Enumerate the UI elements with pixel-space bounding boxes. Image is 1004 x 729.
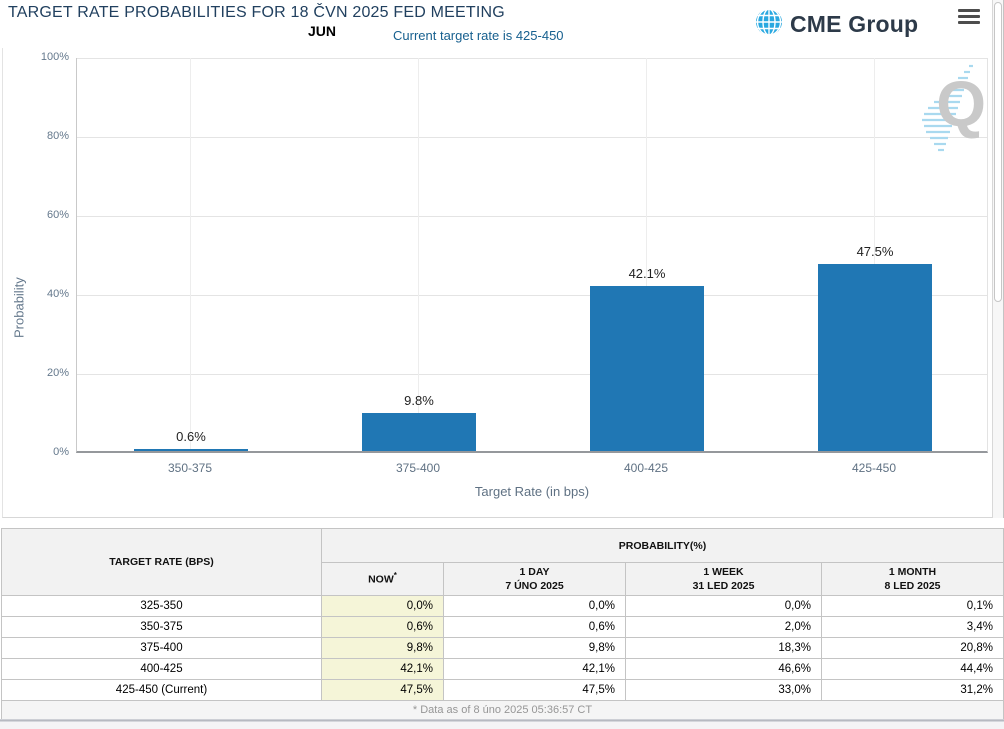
bar-group-350-375: 0.6% xyxy=(77,58,305,451)
bar-value-label: 42.1% xyxy=(628,265,666,281)
hamburger-menu-icon[interactable] xyxy=(958,9,980,27)
table-footnote-row: * Data as of 8 úno 2025 05:36:57 CT xyxy=(1,700,1004,720)
page-bottom-area xyxy=(0,722,1004,729)
bar-400-425 xyxy=(590,285,704,451)
y-tick-20: 20% xyxy=(46,367,69,379)
bottom-divider xyxy=(0,719,1004,722)
x-tick-350-375: 350-375 xyxy=(167,461,213,475)
col-header-now: NOW* xyxy=(321,562,444,596)
month-cell: 44,4% xyxy=(821,658,1004,680)
x-tick-375-400: 375-400 xyxy=(395,461,441,475)
bar-group-425-450: 47.5% xyxy=(761,58,989,451)
current-target-rate-subtitle: Current target rate is 425-450 xyxy=(393,28,564,43)
x-axis-label: Target Rate (in bps) xyxy=(474,484,590,499)
bar-425-450 xyxy=(818,264,932,451)
table-row: 400-425 42,1% 42,1% 46,6% 44,4% xyxy=(1,658,1004,680)
chart-plot-area: 0.6% 9.8% 42.1% 47.5% xyxy=(76,58,988,453)
month-cell: 31,2% xyxy=(821,679,1004,701)
globe-icon xyxy=(755,8,783,41)
bar-value-label: 47.5% xyxy=(856,244,894,260)
quikstrike-q-watermark-icon: Q xyxy=(922,64,986,152)
y-tick-80: 80% xyxy=(46,130,69,142)
now-cell: 0,6% xyxy=(321,616,444,638)
col-header-1-month: 1 MONTH 8 LED 2025 xyxy=(821,562,1004,596)
col-header-probability-group: PROBABILITY(%) xyxy=(321,528,1004,563)
month-cell: 20,8% xyxy=(821,637,1004,659)
data-asof-footnote: * Data as of 8 úno 2025 05:36:57 CT xyxy=(1,700,1004,720)
table-row: 325-350 0,0% 0,0% 0,0% 0,1% xyxy=(1,595,1004,617)
bar-350-375 xyxy=(134,448,248,451)
x-tick-400-425: 400-425 xyxy=(623,461,669,475)
month-cell: 3,4% xyxy=(821,616,1004,638)
logo-text: CME Group xyxy=(790,11,919,37)
now-cell: 9,8% xyxy=(321,637,444,659)
rate-cell: 375-400 xyxy=(1,637,322,659)
bar-group-375-400: 9.8% xyxy=(305,58,533,451)
y-tick-100: 100% xyxy=(40,51,69,63)
month-cell: 0,1% xyxy=(821,595,1004,617)
week-cell: 2,0% xyxy=(625,616,822,638)
x-tick-425-450: 425-450 xyxy=(851,461,897,475)
day-cell: 9,8% xyxy=(443,637,626,659)
day-cell: 0,6% xyxy=(443,616,626,638)
probability-table: TARGET RATE (BPS) PROBABILITY(%) NOW* 1 … xyxy=(1,528,1004,720)
rate-cell: 325-350 xyxy=(1,595,322,617)
vertical-scrollbar[interactable] xyxy=(992,0,1004,518)
table-row: 375-400 9,8% 9,8% 18,3% 20,8% xyxy=(1,637,1004,659)
y-axis-label: Probability xyxy=(11,277,27,339)
rate-cell: 425-450 (Current) xyxy=(1,679,322,701)
probability-chart: Probability 0% 20% 40% 60% 80% 100% 0.6%… xyxy=(2,48,992,518)
scrollbar-thumb[interactable] xyxy=(994,2,1002,302)
week-cell: 0,0% xyxy=(625,595,822,617)
col-header-target-rate: TARGET RATE (BPS) xyxy=(1,528,322,596)
now-cell: 0,0% xyxy=(321,595,444,617)
now-cell: 42,1% xyxy=(321,658,444,680)
bar-group-400-425: 42.1% xyxy=(533,58,761,451)
week-cell: 33,0% xyxy=(625,679,822,701)
day-cell: 47,5% xyxy=(443,679,626,701)
table-row: 425-450 (Current) 47,5% 47,5% 33,0% 31,2… xyxy=(1,679,1004,701)
week-cell: 46,6% xyxy=(625,658,822,680)
bar-value-label: 9.8% xyxy=(404,392,434,408)
bar-value-label: 0.6% xyxy=(176,428,206,444)
y-tick-0: 0% xyxy=(53,446,69,458)
col-header-1-day: 1 DAY 7 ÚNO 2025 xyxy=(443,562,626,596)
page-title: TARGET RATE PROBABILITIES FOR 18 ČVN 202… xyxy=(8,4,505,21)
meeting-month-label: JUN xyxy=(308,23,337,39)
cme-group-logo[interactable]: CME Group xyxy=(755,8,918,41)
now-cell: 47,5% xyxy=(321,679,444,701)
bar-375-400 xyxy=(362,412,476,451)
rate-cell: 350-375 xyxy=(1,616,322,638)
y-tick-60: 60% xyxy=(46,209,69,221)
day-cell: 0,0% xyxy=(443,595,626,617)
day-cell: 42,1% xyxy=(443,658,626,680)
col-header-1-week: 1 WEEK 31 LED 2025 xyxy=(625,562,822,596)
week-cell: 18,3% xyxy=(625,637,822,659)
rate-cell: 400-425 xyxy=(1,658,322,680)
y-tick-40: 40% xyxy=(46,288,69,300)
table-row: 350-375 0,6% 0,6% 2,0% 3,4% xyxy=(1,616,1004,638)
